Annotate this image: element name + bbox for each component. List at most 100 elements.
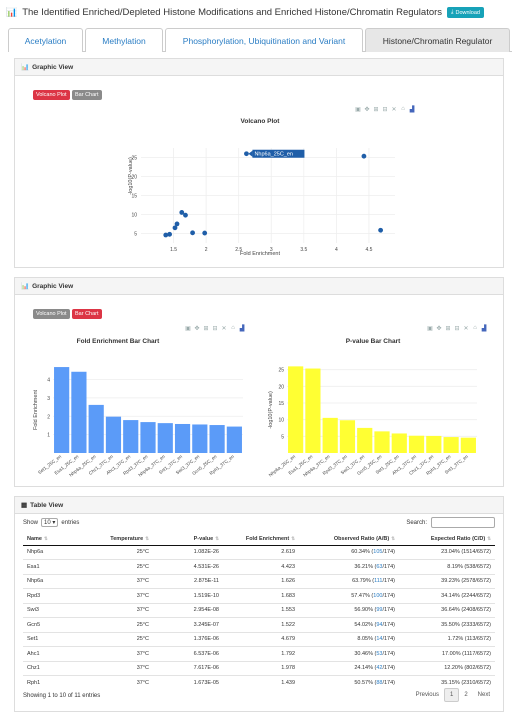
fold-bar[interactable]: [226, 426, 242, 453]
camera-icon[interactable]: ▣: [185, 326, 191, 332]
volcano-point[interactable]: [183, 212, 188, 218]
volcano-point[interactable]: [190, 230, 195, 236]
fold-bar[interactable]: [192, 424, 208, 453]
pvalue-bar[interactable]: [322, 417, 338, 453]
reset-icon[interactable]: ⌂: [401, 106, 405, 112]
plot-toolbar: ▣ ✥ ⊞ ⊟ ✕ ⌂ ▟: [185, 325, 245, 332]
fold-bar[interactable]: [88, 404, 104, 453]
volcano-point[interactable]: [167, 231, 172, 237]
bar-chart-button[interactable]: Bar Chart: [72, 90, 102, 100]
observed-count-link[interactable]: 105: [373, 549, 383, 556]
graphic-view-volcano-panel: 📊 Graphic View Volcano Plot Bar Chart ▣ …: [14, 58, 504, 268]
volcano-point[interactable]: [378, 227, 384, 233]
pan-icon[interactable]: ✥: [436, 326, 442, 332]
fold-bar[interactable]: [140, 422, 156, 453]
tab-methylation[interactable]: Methylation: [85, 28, 163, 52]
volcano-point[interactable]: [163, 232, 169, 238]
zoom-out-icon[interactable]: ⊟: [382, 107, 388, 113]
fold-bar[interactable]: [71, 371, 87, 453]
fold-bar[interactable]: [157, 423, 173, 453]
volcano-point[interactable]: [361, 153, 367, 159]
observed-count-link[interactable]: 94: [376, 621, 383, 628]
pvalue-bar[interactable]: [305, 368, 321, 453]
volcano-point[interactable]: [179, 210, 185, 215]
observed-percent: 50.57% (: [354, 680, 377, 686]
col-label: Name: [27, 535, 42, 542]
volcano-point[interactable]: [174, 221, 180, 227]
page-length-select[interactable]: 10 ▾: [41, 518, 59, 527]
zoom-out-icon[interactable]: ⊟: [212, 326, 218, 332]
observed-count-link[interactable]: 53: [376, 650, 383, 657]
observed-count-link[interactable]: 111: [374, 578, 383, 585]
pvalue-bar[interactable]: [443, 437, 459, 453]
volcano-plot-button[interactable]: Volcano Plot: [33, 90, 70, 100]
camera-icon[interactable]: ▣: [427, 326, 433, 332]
camera-icon[interactable]: ▣: [355, 107, 361, 113]
col-temperature[interactable]: Temperature ⇅: [85, 533, 153, 546]
cell-temperature: 25°C: [85, 559, 153, 574]
pvalue-bar[interactable]: [339, 420, 356, 453]
table-row: Gcn5 25°C 3.245E-07 1.522 54.02% (94/174) 35.…: [23, 617, 495, 632]
observed-percent: 56.90% (: [354, 607, 377, 614]
zoom-in-icon[interactable]: ⊞: [445, 326, 451, 332]
zoom-in-icon[interactable]: ⊞: [373, 107, 379, 113]
autoscale-icon[interactable]: ✕: [221, 326, 227, 332]
volcano-point[interactable]: [244, 151, 249, 157]
pvalue-bar[interactable]: [288, 366, 304, 453]
volcano-point[interactable]: [202, 230, 208, 236]
search-input[interactable]: [431, 517, 495, 528]
cell-expected: 8.19% (538/6572): [399, 559, 495, 574]
volcano-point[interactable]: [172, 225, 178, 231]
previous-page-button[interactable]: Previous: [415, 692, 439, 698]
plotly-logo-icon[interactable]: ▟: [481, 326, 487, 332]
col-observed[interactable]: Observed Ratio (A/B) ⇅: [299, 533, 399, 546]
observed-count-link[interactable]: 88: [376, 680, 383, 686]
pvalue-bar[interactable]: [460, 437, 476, 453]
reset-icon[interactable]: ⌂: [473, 325, 477, 331]
tab-histone-regulator[interactable]: Histone/Chromatin Regulator: [365, 28, 510, 52]
observed-count-link[interactable]: 63: [376, 563, 383, 570]
reset-icon[interactable]: ⌂: [231, 325, 235, 331]
next-page-button[interactable]: Next: [477, 692, 490, 698]
observed-count-link[interactable]: 99: [376, 607, 383, 614]
col-name[interactable]: Name ⇅: [23, 533, 85, 546]
pan-icon[interactable]: ✥: [364, 107, 370, 113]
table-header-row: Name ⇅ Temperature ⇅ P-value ⇅ Fold Enrichm…: [23, 533, 495, 546]
volcano-plot-button[interactable]: Volcano Plot: [33, 309, 70, 319]
observed-count-link[interactable]: 14: [376, 636, 383, 643]
plotly-logo-icon[interactable]: ▟: [239, 326, 245, 332]
pvalue-bar[interactable]: [408, 435, 425, 453]
pvalue-bar[interactable]: [357, 427, 373, 453]
autoscale-icon[interactable]: ✕: [391, 107, 397, 113]
col-fold[interactable]: Fold Enrichment ⇅: [223, 533, 299, 546]
tab-acetylation[interactable]: Acetylation: [8, 28, 83, 52]
tab-phosphorylation[interactable]: Phosphorylation, Ubiquitination and Vari…: [165, 28, 363, 52]
col-label: Fold Enrichment: [245, 535, 290, 542]
pvalue-bar[interactable]: [426, 435, 442, 453]
observed-count-link[interactable]: 100: [373, 592, 383, 599]
zoom-in-icon[interactable]: ⊞: [203, 326, 209, 332]
pvalue-ytick-label: 15: [278, 401, 284, 407]
bar-chart-button[interactable]: Bar Chart: [72, 309, 102, 319]
col-expected[interactable]: Expected Ratio (C/D) ⇅: [399, 533, 495, 546]
plotly-logo-icon[interactable]: ▟: [409, 107, 415, 113]
pvalue-bar[interactable]: [391, 433, 407, 453]
fold-bar[interactable]: [54, 367, 70, 453]
col-pvalue[interactable]: P-value ⇅: [153, 533, 223, 546]
autoscale-icon[interactable]: ✕: [463, 326, 469, 332]
fold-bar[interactable]: [123, 420, 139, 453]
panel-heading: 📊 Graphic View: [15, 278, 503, 295]
fold-bar[interactable]: [105, 416, 122, 453]
cell-pvalue: 3.245E-07: [153, 617, 223, 632]
page-1-button[interactable]: 1: [443, 688, 460, 702]
cell-temperature: 37°C: [85, 573, 153, 589]
fold-bar[interactable]: [174, 423, 191, 453]
download-button[interactable]: ⤓ Download: [447, 7, 484, 18]
fold-bar[interactable]: [209, 425, 225, 453]
table-row: Nhp6a 37°C 2.875E-11 1.626 63.79% (111/174) 3…: [23, 573, 495, 589]
page-2-button[interactable]: 2: [464, 692, 468, 698]
observed-count-link[interactable]: 42: [376, 665, 383, 672]
pvalue-bar[interactable]: [374, 431, 390, 453]
zoom-out-icon[interactable]: ⊟: [454, 326, 460, 332]
pan-icon[interactable]: ✥: [194, 326, 200, 332]
